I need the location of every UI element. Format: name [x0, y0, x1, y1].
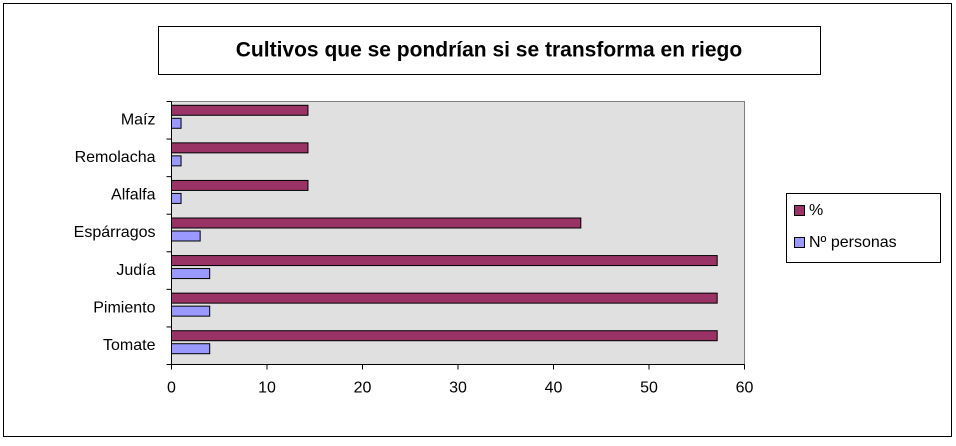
y-tick-label: Remolacha — [75, 149, 156, 166]
y-tick-label: Tomate — [103, 337, 156, 354]
bar — [171, 142, 309, 154]
y-tick-label: Alfalfa — [111, 187, 156, 204]
bar — [171, 292, 718, 304]
legend-swatch — [794, 237, 805, 248]
x-tick-label: 20 — [354, 380, 372, 397]
x-tick-label: 30 — [449, 380, 467, 397]
plot-area — [171, 101, 745, 365]
y-tick-label: Espárragos — [74, 224, 156, 241]
bar — [171, 255, 718, 267]
y-tick-label: Maíz — [121, 112, 156, 129]
x-tick-label: 0 — [167, 380, 176, 397]
bar — [171, 330, 718, 342]
bar — [171, 179, 309, 191]
bar — [171, 305, 211, 317]
x-tick-label: 50 — [640, 380, 658, 397]
y-tick-label: Judía — [116, 262, 155, 279]
bar — [171, 230, 201, 242]
bar — [171, 217, 582, 229]
x-tick-label: 10 — [258, 380, 276, 397]
bar — [171, 104, 309, 116]
bar — [171, 117, 182, 129]
bar — [171, 192, 182, 204]
y-tick-label: Pimiento — [93, 299, 155, 316]
legend-label: Nº personas — [809, 234, 897, 251]
x-tick-label: 40 — [545, 380, 563, 397]
legend-label: % — [809, 202, 823, 219]
legend-box — [786, 193, 941, 263]
bar — [171, 343, 211, 355]
legend-swatch — [794, 205, 805, 216]
bar — [171, 268, 211, 280]
bar — [171, 155, 182, 167]
x-tick-label: 60 — [736, 380, 754, 397]
title-box — [158, 26, 821, 75]
chart-title: Cultivos que se pondrían si se transform… — [236, 39, 742, 62]
